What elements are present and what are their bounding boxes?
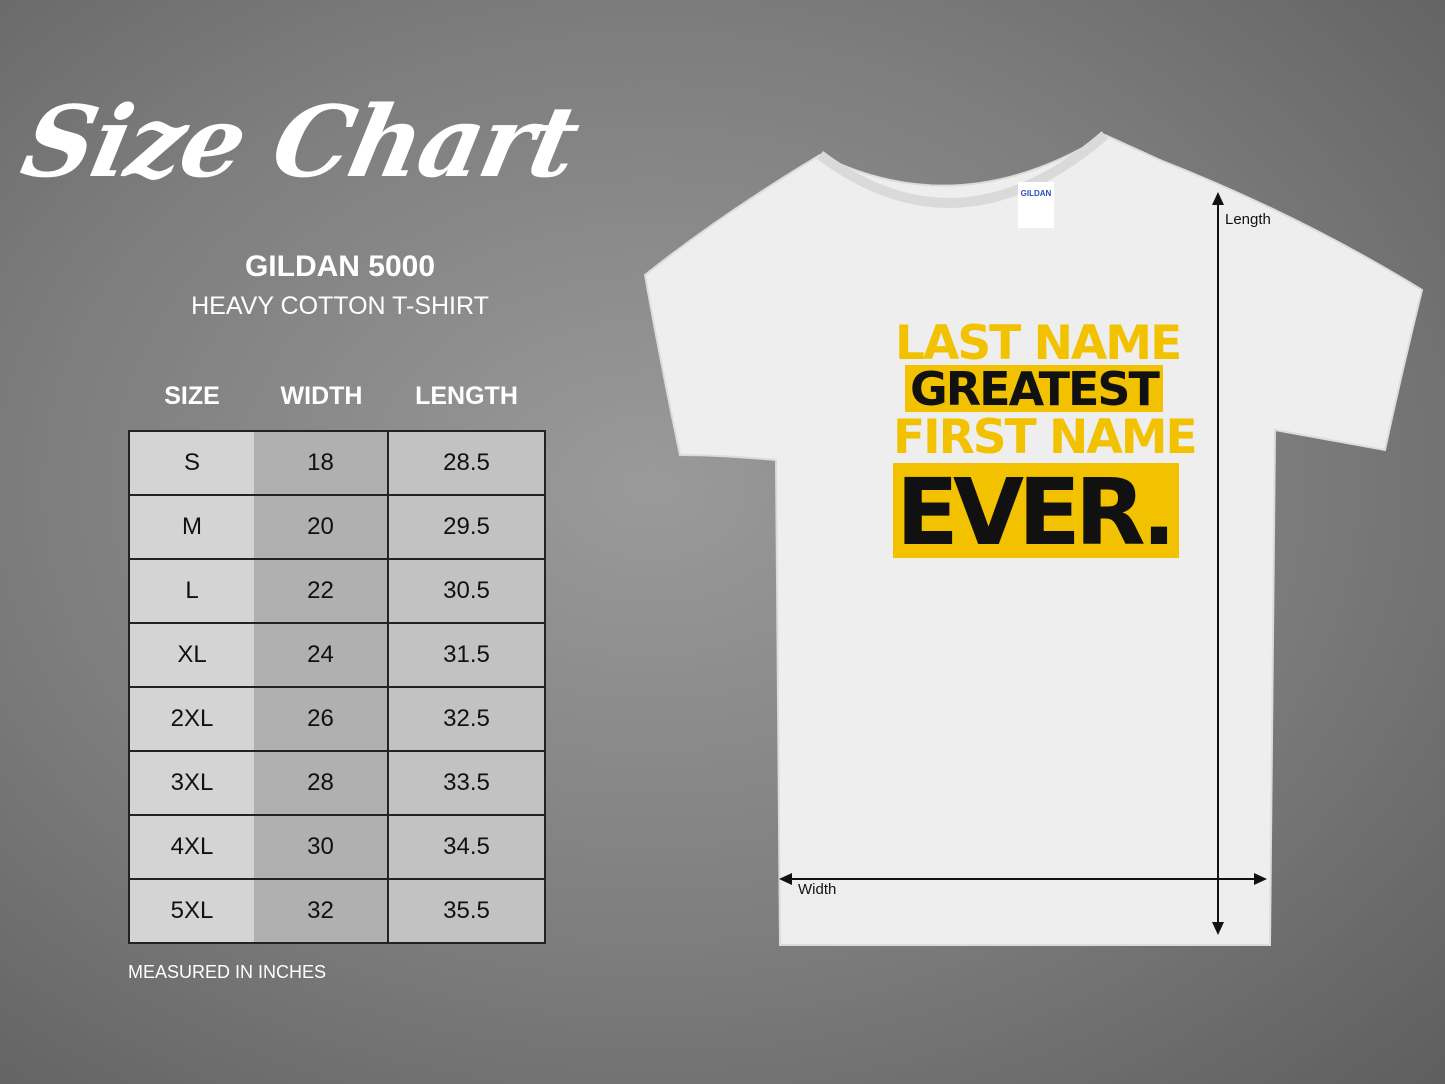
size-cell: 3XL: [129, 750, 254, 816]
table-row: XL 24 31.5: [129, 622, 545, 688]
size-cell: S: [129, 430, 254, 496]
size-cell: 4XL: [129, 814, 254, 880]
table-row: L 22 30.5: [129, 558, 545, 624]
length-cell: 34.5: [388, 814, 545, 880]
print-line-3: FIRST NAME: [893, 410, 1198, 465]
table-row: 5XL 32 35.5: [129, 878, 545, 944]
tag-text: GILDAN: [1021, 189, 1052, 198]
product-subtitle: HEAVY COTTON T-SHIRT: [191, 292, 489, 320]
print-line-4: EVER.: [896, 459, 1176, 566]
print-band-1: [905, 365, 1163, 412]
length-cell: 30.5: [388, 558, 545, 624]
length-cell: 28.5: [388, 430, 545, 496]
table-row: M 20 29.5: [129, 494, 545, 560]
length-label: Length: [1225, 211, 1271, 228]
width-cell: 30: [254, 814, 389, 880]
table-row: 3XL 28 33.5: [129, 750, 545, 816]
print-line-1: LAST NAME: [895, 316, 1182, 371]
length-cell: 35.5: [388, 878, 545, 944]
width-label: Width: [798, 881, 837, 898]
width-cell: 24: [254, 622, 389, 688]
size-cell: 5XL: [129, 878, 254, 944]
length-cell: 31.5: [388, 622, 545, 688]
table-row: 2XL 26 32.5: [129, 686, 545, 752]
table-row: S 18 28.5: [129, 430, 545, 496]
length-cell: 29.5: [388, 494, 545, 560]
width-cell: 22: [254, 558, 389, 624]
width-cell: 28: [254, 750, 389, 816]
header-width: WIDTH: [280, 382, 363, 410]
tag: [1018, 182, 1054, 228]
size-table: S 18 28.5 M 20 29.5 L 22 30.5 XL 24 31.5 2XL 26 32.5 3X…: [128, 430, 546, 944]
header-size: SIZE: [164, 382, 220, 410]
size-cell: M: [129, 494, 254, 560]
width-cell: 18: [254, 430, 389, 496]
collar: [817, 131, 1109, 208]
print-band-2: [893, 463, 1179, 558]
length-cell: 32.5: [388, 686, 545, 752]
units-note: MEASURED IN INCHES: [128, 962, 327, 982]
size-cell: L: [129, 558, 254, 624]
print-line-2: GREATEST: [910, 362, 1160, 416]
size-cell: XL: [129, 622, 254, 688]
width-cell: 20: [254, 494, 389, 560]
header-length: LENGTH: [415, 382, 518, 410]
width-cell: 32: [254, 878, 389, 944]
brand-model: GILDAN 5000: [244, 250, 436, 283]
width-cell: 26: [254, 686, 389, 752]
length-cell: 33.5: [388, 750, 545, 816]
table-row: 4XL 30 34.5: [129, 814, 545, 880]
size-cell: 2XL: [129, 686, 254, 752]
